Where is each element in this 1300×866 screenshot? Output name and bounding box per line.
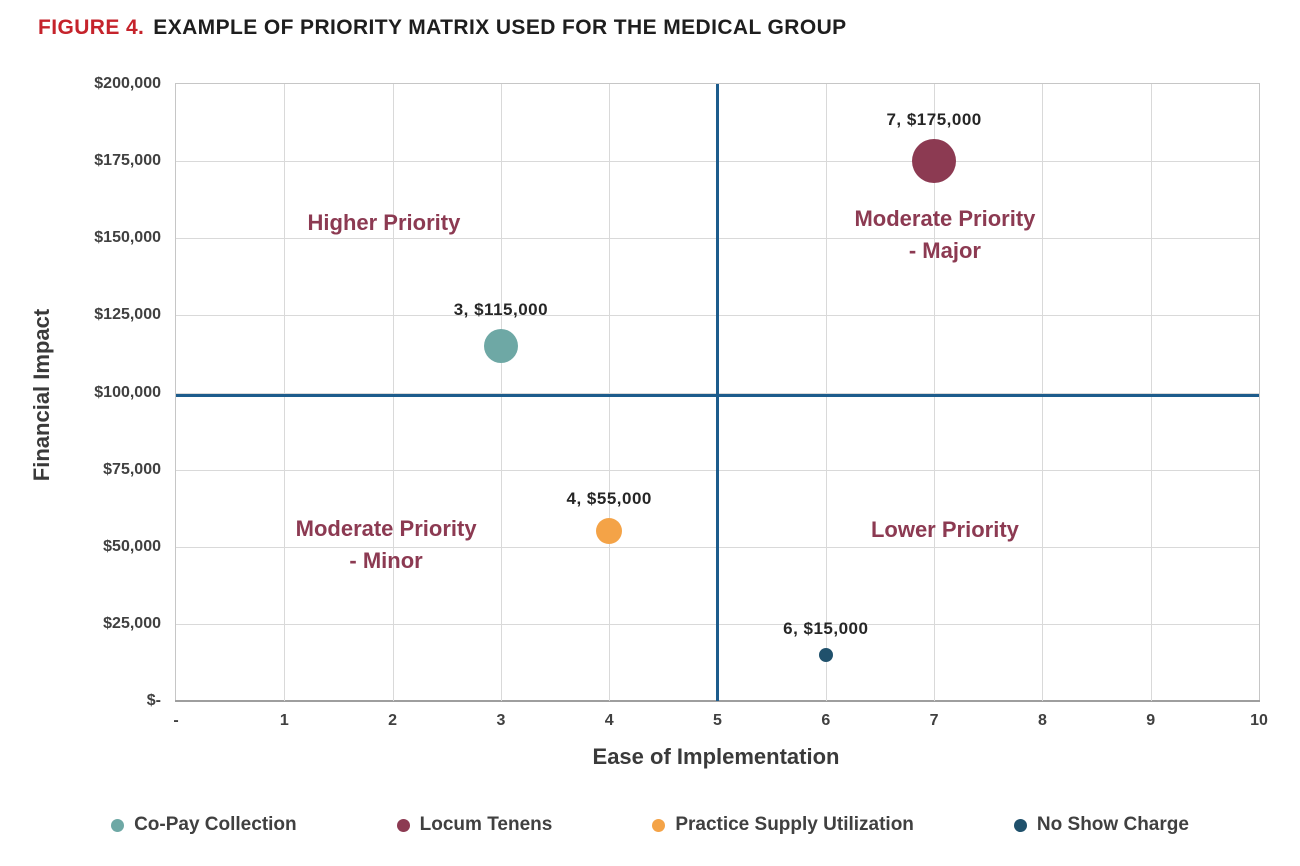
y-tick-label: $125,000 — [94, 306, 161, 324]
x-tick-label: 10 — [1250, 712, 1268, 729]
x-axis-title: Ease of Implementation — [592, 744, 840, 769]
data-point-label-no-show-charge: 6, $15,000 — [783, 618, 869, 638]
data-point-label-co-pay-collection: 3, $115,000 — [453, 300, 549, 320]
y-tick-label: $175,000 — [94, 152, 161, 170]
y-tick-label: $75,000 — [103, 460, 161, 478]
x-tick-label: 9 — [1146, 712, 1156, 729]
figure-title-text: EXAMPLE OF PRIORITY MATRIX USED FOR THE … — [153, 16, 847, 39]
quadrant-divider-vertical-line — [716, 84, 719, 701]
quadrant-label-lower-priority: Lower Priority — [870, 516, 1019, 542]
quadrant-label-higher-priority: Higher Priority — [307, 209, 461, 235]
x-tick-label: 5 — [713, 712, 722, 729]
x-axis-line — [175, 700, 1260, 702]
x-tick-label: 1 — [279, 712, 289, 729]
x-tick-label: - — [173, 712, 179, 729]
chart-legend: Co-Pay Collection Locum Tenens Practice Su… — [0, 814, 1300, 836]
y-tick-label: $- — [146, 692, 161, 709]
quadrant-divider-horizontal-line — [176, 394, 1259, 398]
y-tick-label: $200,000 — [94, 75, 161, 92]
legend-item-co-pay-collection: Co-Pay Collection — [111, 814, 297, 836]
data-point-locum-tenens — [912, 139, 957, 184]
x-tick-label: 4 — [604, 712, 614, 729]
vertical-gridline — [500, 84, 502, 701]
data-point-practice-supply-utilization — [596, 518, 623, 545]
legend-item-label: Locum Tenens — [419, 814, 553, 835]
legend-item-practice-supply-utilization: Practice Supply Utilization — [652, 814, 914, 836]
x-tick-label: 2 — [388, 712, 398, 729]
vertical-gridline — [934, 84, 936, 701]
vertical-gridline — [284, 84, 286, 701]
legend-item-label: Co-Pay Collection — [134, 814, 297, 835]
quadrant-label-moderate-priority-major: Moderate Priority - Major — [854, 206, 1036, 264]
data-point-label-practice-supply-utilization: 4, $55,000 — [566, 489, 652, 509]
figure-title-prefix: FIGURE 4. — [38, 16, 145, 39]
plot-area: - 1 2 3 4 5 6 7 8 9 10 $200,000 $175,000 $150,000 $125… — [94, 75, 1268, 729]
vertical-gridline — [609, 84, 611, 701]
legend-item-no-show-charge: No Show Charge — [1013, 814, 1189, 836]
vertical-gridline — [1042, 84, 1044, 701]
legend-item-label: No Show Charge — [1036, 814, 1189, 835]
y-tick-label: $50,000 — [103, 537, 161, 555]
y-tick-label: $25,000 — [103, 614, 161, 632]
data-point-no-show-charge — [818, 647, 833, 662]
y-tick-label: $100,000 — [94, 383, 161, 401]
x-tick-label: 6 — [821, 712, 831, 729]
quadrant-label-moderate-priority-minor: Moderate Priority - Minor — [295, 516, 477, 574]
legend-dot-icon — [652, 818, 666, 832]
x-tick-label: 7 — [929, 712, 939, 729]
vertical-gridline — [825, 84, 827, 701]
data-point-co-pay-collection — [483, 329, 518, 364]
x-tick-label: 3 — [496, 712, 506, 729]
legend-dot-icon — [396, 818, 410, 832]
data-point-label-locum-tenens: 7, $175,000 — [886, 110, 982, 130]
y-axis-title: Financial Impact — [29, 308, 54, 482]
vertical-gridline — [392, 84, 394, 701]
legend-dot-icon — [111, 818, 125, 832]
vertical-gridline — [1150, 84, 1152, 701]
y-tick-label: $150,000 — [94, 229, 161, 247]
figure-title: FIGURE 4. EXAMPLE OF PRIORITY MATRIX USED… — [38, 16, 847, 40]
legend-item-locum-tenens: Locum Tenens — [396, 814, 553, 836]
legend-dot-icon — [1013, 818, 1027, 832]
x-tick-label: 8 — [1037, 712, 1047, 729]
legend-item-label: Practice Supply Utilization — [675, 814, 914, 835]
